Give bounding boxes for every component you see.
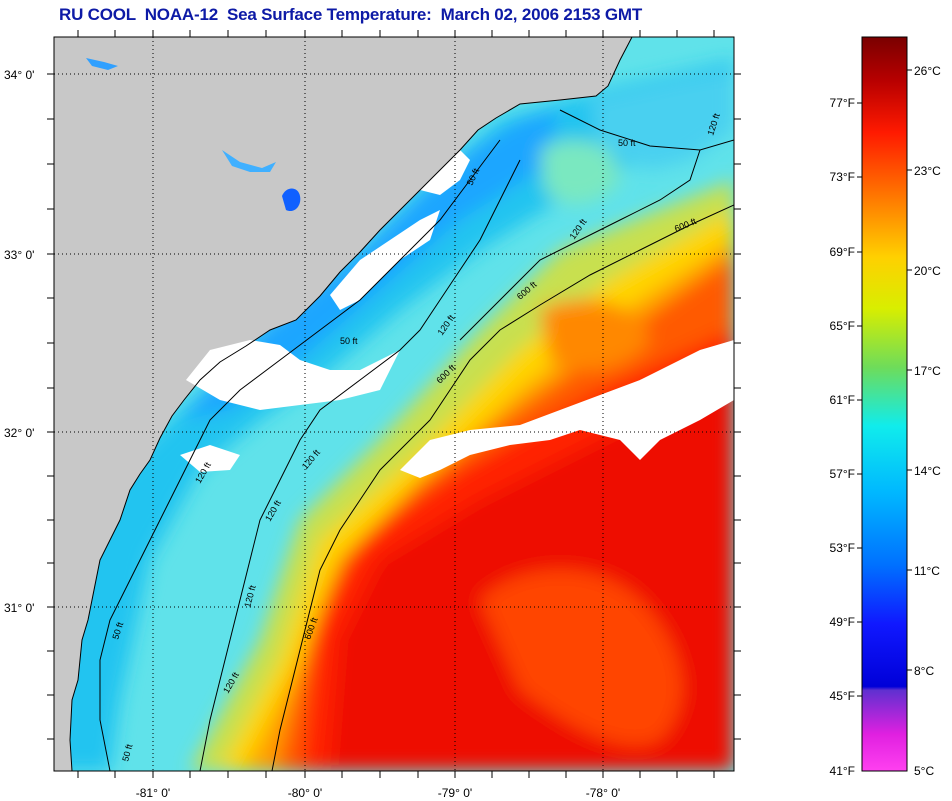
lon-label: -78° 0' (586, 786, 620, 800)
colorbar-label-f: 61°F (830, 393, 855, 407)
colorbar-label-f: 41°F (830, 764, 855, 778)
lat-label: 34° 0' (4, 68, 34, 82)
contour-120ft (459, 149, 701, 341)
contour-50ft (559, 109, 734, 151)
depth-contours (99, 109, 734, 771)
colorbar-label-f: 49°F (830, 615, 855, 629)
contour-label: 50 ft (618, 138, 636, 148)
colorbar-label-f: 53°F (830, 541, 855, 555)
colorbar-label-f: 65°F (830, 319, 855, 333)
colorbar-label-f: 57°F (830, 467, 855, 481)
axis-ticks (47, 30, 741, 778)
map-frame (53, 36, 735, 772)
map-title: RU COOL NOAA-12 Sea Surface Temperature:… (59, 5, 643, 24)
colorbar-label-c: 14°C (914, 464, 941, 478)
contour-label: 50 ft (340, 336, 358, 346)
lat-label: 33° 0' (4, 248, 34, 262)
lat-label: 31° 0' (4, 601, 34, 615)
land-area (54, 37, 632, 771)
temperature-field (54, 60, 734, 771)
contour-600ft (271, 204, 734, 771)
lat-label: 32° 0' (4, 426, 34, 440)
map-image: 50 ft 120 ft 600 ft 120 ft 50 ft 120 ft … (54, 37, 734, 771)
lon-label: -81° 0' (136, 786, 170, 800)
lon-label: -79° 0' (438, 786, 472, 800)
colorbar-label-c: 11°C (914, 564, 940, 578)
cloud-patches (180, 150, 734, 478)
colorbar-label-f: 73°F (830, 170, 855, 184)
lake (222, 150, 276, 172)
colorbar-frame (861, 36, 908, 772)
colorbar-label-c: 17°C (914, 364, 941, 378)
lake (86, 58, 118, 70)
colorbar-label-f: 45°F (830, 689, 855, 703)
colorbar-label-c: 8°C (914, 664, 934, 678)
graticule (54, 37, 734, 771)
lon-label: -80° 0' (288, 786, 322, 800)
contour-120ft (199, 159, 521, 771)
contour-label: 50 ft (120, 743, 134, 763)
colorbar-gradient (862, 37, 907, 771)
lake (282, 188, 301, 212)
colorbar-label-c: 5°C (914, 764, 934, 778)
colorbar-label-f: 77°F (830, 96, 855, 110)
coastline (69, 37, 633, 771)
contour-50ft (99, 139, 501, 771)
colorbar-label-c: 26°C (914, 64, 941, 78)
colorbar-label-c: 20°C (914, 264, 941, 278)
colorbar-label-f: 69°F (830, 245, 855, 259)
colorbar-label-c: 23°C (914, 164, 941, 178)
colorbar-ticks (857, 69, 912, 697)
